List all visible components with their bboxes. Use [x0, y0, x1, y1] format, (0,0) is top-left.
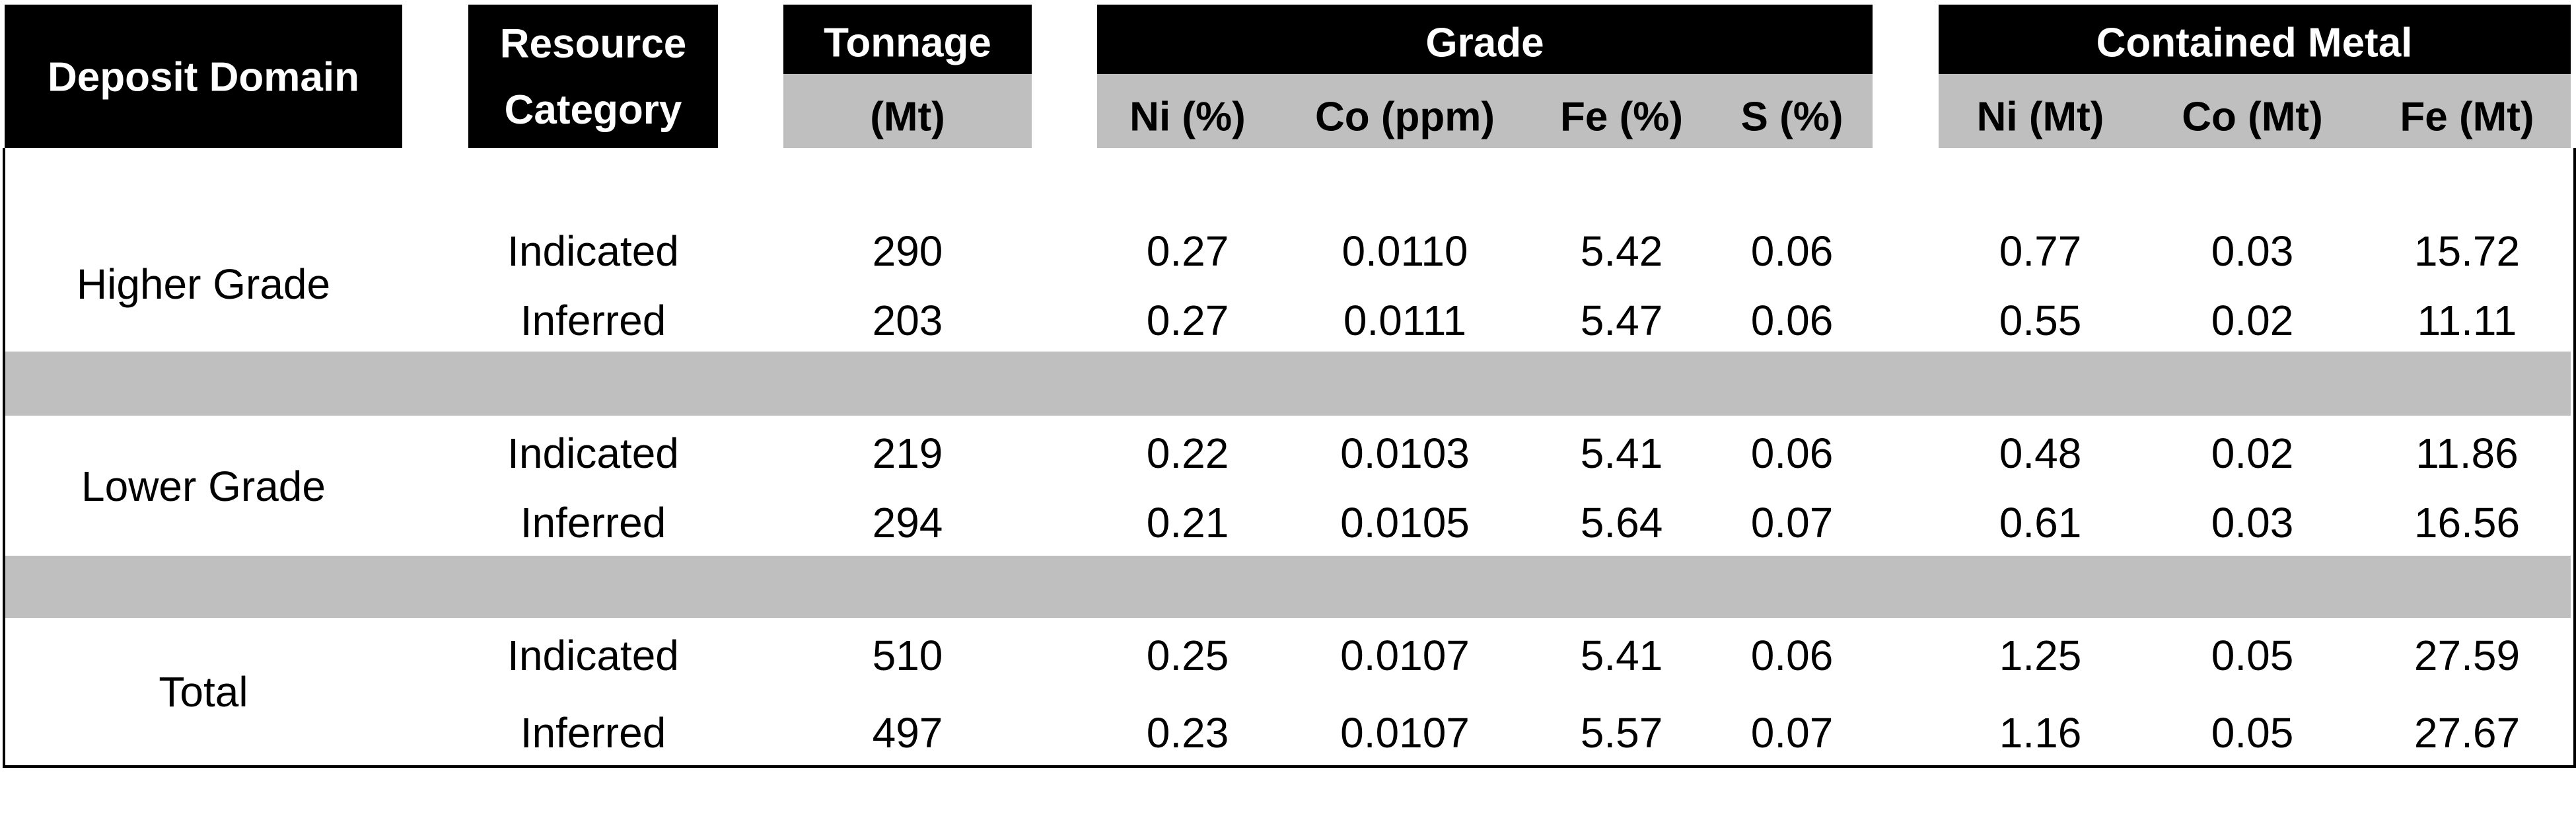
- cell-value: 290: [872, 227, 943, 275]
- cell-value: 0.55: [1999, 297, 2082, 344]
- domain-label: Total: [159, 668, 248, 716]
- category-label: Inferred: [520, 499, 666, 546]
- cell-value: 1.25: [1999, 632, 2082, 679]
- cell-value: 0.07: [1750, 709, 1834, 757]
- cell-value: 0.25: [1146, 632, 1229, 679]
- header-label: Resource Category: [499, 21, 687, 133]
- cell-value: 0.05: [2211, 709, 2294, 757]
- cell-value: 0.06: [1750, 632, 1834, 679]
- category-label: Indicated: [507, 227, 679, 275]
- cell-value: 0.77: [1999, 227, 2082, 275]
- cell-value: 203: [872, 297, 943, 344]
- category-label: Inferred: [520, 709, 666, 757]
- cell-value: 0.02: [2211, 430, 2294, 477]
- cell-value: 219: [872, 430, 943, 477]
- cell-value: 27.59: [2414, 632, 2521, 679]
- subheader-label: Fe (Mt): [2400, 94, 2534, 140]
- cell-value: 27.67: [2414, 709, 2521, 757]
- cell-value: 5.41: [1580, 632, 1663, 679]
- cell-value: 0.0110: [1342, 227, 1468, 275]
- subheader-cell: [1097, 74, 1873, 148]
- cell-value: 0.27: [1146, 297, 1229, 344]
- cell-value: 0.06: [1750, 227, 1834, 275]
- cell-value: 11.11: [2417, 297, 2517, 344]
- header-cell: [783, 5, 1032, 74]
- subheader-cell: [783, 74, 1032, 148]
- cell-value: 0.0105: [1340, 499, 1470, 546]
- domain-label: Higher Grade: [76, 260, 331, 308]
- cell-value: 0.0107: [1340, 709, 1470, 757]
- separator-band: [5, 352, 2571, 416]
- subheader-label: Co (Mt): [2182, 94, 2323, 140]
- cell-value: 0.05: [2211, 632, 2294, 679]
- table-body: [3, 148, 2576, 768]
- cell-value: 510: [872, 632, 943, 679]
- cell-value: 5.57: [1580, 709, 1663, 757]
- header-cell: [5, 5, 402, 148]
- cell-value: 0.02: [2211, 297, 2294, 344]
- header-label: Tonnage: [824, 20, 991, 66]
- subheader-cell: [1939, 74, 2571, 148]
- subheader-label: Co (ppm): [1314, 94, 1495, 140]
- header-cell: [1939, 5, 2571, 74]
- separator-band: [5, 556, 2571, 618]
- header-label: Grade: [1425, 20, 1544, 66]
- header-label: Deposit Domain: [48, 54, 359, 100]
- cell-value: 0.03: [2211, 499, 2294, 546]
- subheader-label: Ni (Mt): [1976, 94, 2104, 140]
- cell-value: 0.07: [1750, 499, 1834, 546]
- header-label: Contained Metal: [2096, 20, 2413, 66]
- category-label: Inferred: [520, 297, 666, 344]
- domain-label: Lower Grade: [81, 463, 326, 510]
- cell-value: 0.0107: [1340, 632, 1470, 679]
- cell-value: 0.22: [1146, 430, 1229, 477]
- cell-value: 0.0103: [1340, 430, 1470, 477]
- cell-value: 0.03: [2211, 227, 2294, 275]
- cell-value: 0.06: [1750, 297, 1834, 344]
- header-cell: [1097, 5, 1873, 74]
- cell-value: 5.64: [1580, 499, 1663, 546]
- cell-value: 0.0111: [1343, 297, 1467, 344]
- cell-value: 0.06: [1750, 430, 1834, 477]
- cell-value: 11.86: [2415, 430, 2519, 477]
- cell-value: 0.27: [1146, 227, 1229, 275]
- subheader-label: Fe (%): [1560, 94, 1683, 140]
- cell-value: 497: [872, 709, 943, 757]
- cell-value: 5.42: [1580, 227, 1663, 275]
- cell-value: 0.48: [1999, 430, 2082, 477]
- subheader-label: Ni (%): [1129, 94, 1246, 140]
- cell-value: 5.47: [1580, 297, 1663, 344]
- subheader-label: (Mt): [870, 94, 945, 140]
- category-label: Indicated: [507, 430, 679, 477]
- cell-value: 15.72: [2414, 227, 2521, 275]
- cell-value: 0.21: [1146, 499, 1229, 546]
- cell-value: 0.61: [1999, 499, 2082, 546]
- cell-value: 16.56: [2414, 499, 2521, 546]
- category-label: Indicated: [507, 632, 679, 679]
- cell-value: 0.23: [1146, 709, 1229, 757]
- header-cell: [468, 5, 718, 148]
- subheader-label: S (%): [1740, 94, 1843, 140]
- cell-value: 294: [872, 499, 943, 546]
- cell-value: 1.16: [1999, 709, 2082, 757]
- cell-value: 5.41: [1580, 430, 1663, 477]
